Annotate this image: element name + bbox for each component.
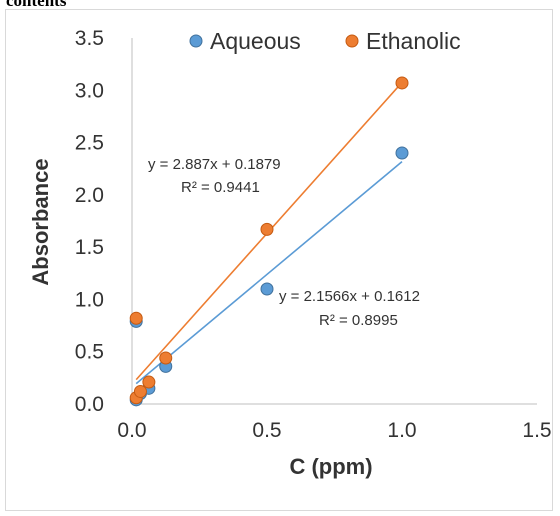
chart-frame (5, 9, 553, 511)
x-tick-label: 1.0 (387, 419, 416, 442)
legend-label-aqueous: Aqueous (210, 28, 301, 54)
data-point-aqueous (395, 146, 409, 160)
data-points (129, 76, 409, 407)
x-tick-label: 1.5 (522, 419, 551, 442)
y-tick-label: 0.0 (75, 393, 104, 416)
legend-marker-ethanolic (345, 34, 359, 48)
data-point-ethanolic (159, 351, 173, 365)
r2-aqueous: R² = 0.8995 (319, 312, 398, 329)
axes (131, 38, 537, 405)
y-tick-label: 3.0 (75, 79, 104, 102)
legend: Aqueous Ethanolic (189, 28, 461, 54)
equation-ethanolic: y = 2.887x + 0.1879 (148, 156, 281, 173)
equation-aqueous: y = 2.1566x + 0.1612 (279, 288, 420, 305)
x-tick-labels: 0.0 0.5 1.0 1.5 (117, 419, 551, 442)
legend-label-ethanolic: Ethanolic (366, 28, 461, 54)
trendline-aqueous (135, 161, 403, 385)
data-point-aqueous (260, 282, 274, 296)
y-axis-title: Absorbance (28, 158, 53, 285)
x-tick-label: 0.0 (117, 419, 146, 442)
y-tick-label: 3.5 (75, 27, 104, 50)
x-tick-label: 0.5 (252, 419, 281, 442)
y-tick-label: 0.5 (75, 341, 104, 364)
data-point-ethanolic (142, 375, 156, 389)
y-tick-labels: 0.0 0.5 1.0 1.5 2.0 2.5 3.0 3.5 (75, 27, 104, 416)
data-point-ethanolic (129, 311, 143, 325)
data-point-ethanolic (133, 384, 147, 398)
data-point-ethanolic (395, 76, 409, 90)
y-tick-label: 2.0 (75, 184, 104, 207)
trendline-label-aqueous: y = 2.1566x + 0.1612 R² = 0.8995 (279, 288, 420, 329)
data-point-ethanolic (260, 222, 274, 236)
trendline-label-ethanolic: y = 2.887x + 0.1879 R² = 0.9441 (148, 156, 281, 196)
y-tick-label: 2.5 (75, 132, 104, 155)
y-tick-label: 1.5 (75, 236, 104, 259)
x-axis-title: C (ppm) (289, 454, 372, 479)
top-cut-text: contents (6, 0, 67, 10)
y-tick-label: 1.0 (75, 288, 104, 311)
legend-marker-aqueous (189, 34, 203, 48)
r2-ethanolic: R² = 0.9441 (181, 179, 260, 196)
